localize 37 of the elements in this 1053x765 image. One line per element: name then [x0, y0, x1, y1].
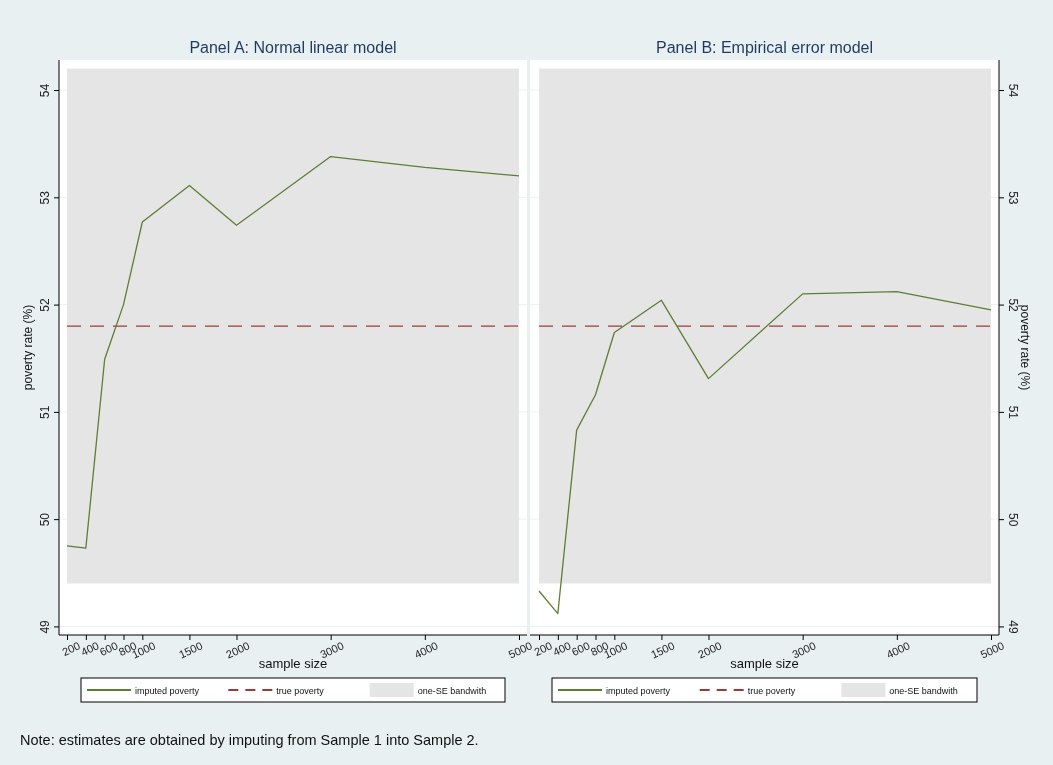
x-tick-label: 1500	[177, 639, 205, 661]
y-tick-label: 53	[38, 190, 53, 205]
chart-title: Panel A: Normal linear model	[189, 39, 397, 56]
y-axis-title: poverty rate (%)	[21, 304, 35, 391]
y-tick-label: 50	[38, 512, 53, 527]
y2-axis-title: poverty rate (%)	[1017, 304, 1032, 391]
legend-label: imputed poverty	[606, 685, 671, 696]
x-tick-label: 400	[79, 639, 101, 659]
x-tick-label: 200	[60, 639, 82, 659]
x-tick-label: 5000	[506, 639, 534, 661]
x-tick-label: 3000	[790, 639, 818, 661]
y-tick-label: 52	[38, 298, 53, 312]
legend-label: true poverty	[276, 685, 325, 696]
text: Note: estimates are obtained by imputing from Sample 1 into Sample 2.	[20, 732, 479, 748]
legend-label: one-SE bandwith	[889, 685, 958, 696]
x-tick-label: 3000	[318, 639, 346, 661]
legend-label: one-SE bandwith	[417, 685, 487, 696]
x-tick-label: 5000	[978, 639, 1006, 661]
x-tick-label: 2000	[696, 639, 724, 661]
x-tick-label: 4000	[412, 639, 440, 661]
y2-tick-label: 52	[1005, 298, 1020, 313]
legend-label: imputed poverty	[135, 685, 200, 696]
x-tick-label: 200	[532, 639, 554, 659]
y2-tick-label: 54	[1005, 83, 1020, 98]
y-tick-label: 54	[38, 83, 53, 98]
y2-tick-label: 50	[1005, 512, 1020, 527]
y-tick-label: 49	[38, 619, 53, 634]
y2-tick-label: 53	[1005, 191, 1020, 205]
x-tick-label: 4000	[884, 639, 912, 661]
x-tick-label: 1500	[649, 639, 677, 661]
y-tick-label: 51	[38, 405, 53, 420]
chart-title: Panel B: Empirical error model	[656, 39, 873, 56]
x-tick-label: 2000	[224, 639, 252, 661]
x-tick-label: 400	[551, 639, 573, 659]
legend-label: true poverty	[747, 685, 796, 696]
y2-tick-label: 51	[1005, 405, 1020, 420]
y2-tick-label: 49	[1005, 620, 1020, 634]
